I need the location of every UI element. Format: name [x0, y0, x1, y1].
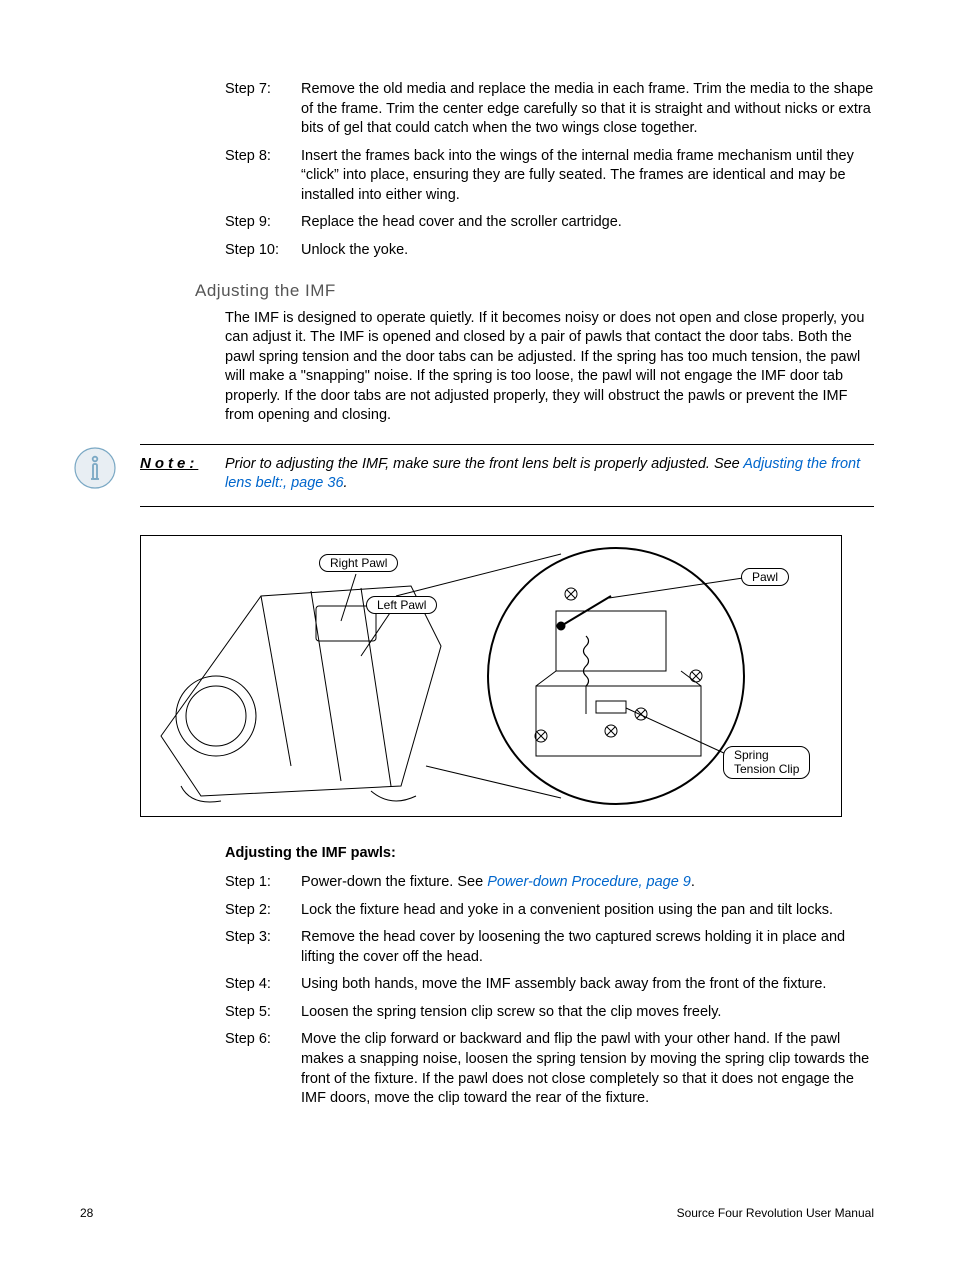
note-text: Prior to adjusting the IMF, make sure th…	[225, 455, 874, 494]
body-paragraph: The IMF is designed to operate quietly. …	[225, 309, 874, 426]
callout-left-pawl: Left Pawl	[366, 596, 437, 614]
callout-spring-tension: Spring Tension Clip	[723, 746, 810, 779]
step-text: Power-down the fixture. See Power-down P…	[301, 873, 874, 893]
step-row: Step 7: Remove the old media and replace…	[225, 80, 874, 139]
note-text-before: Prior to adjusting the IMF, make sure th…	[225, 456, 743, 472]
step-label: Step 10:	[225, 241, 301, 261]
step-text: Move the clip forward or backward and fl…	[301, 1030, 874, 1108]
sub-heading: Adjusting the IMF pawls:	[225, 845, 874, 861]
step-row: Step 3: Remove the head cover by looseni…	[225, 928, 874, 967]
note-label: Note:	[140, 455, 225, 494]
step-label: Step 4:	[225, 975, 301, 995]
step-row: Step 6: Move the clip forward or backwar…	[225, 1030, 874, 1108]
step-text: Insert the frames back into the wings of…	[301, 147, 874, 206]
step-text: Remove the head cover by loosening the t…	[301, 928, 874, 967]
step-text: Unlock the yoke.	[301, 241, 874, 261]
step-label: Step 2:	[225, 901, 301, 921]
steps-bottom: Step 1: Power-down the fixture. See Powe…	[225, 873, 874, 1109]
step-label: Step 9:	[225, 213, 301, 233]
page-number: 28	[80, 1206, 93, 1220]
step-row: Step 4: Using both hands, move the IMF a…	[225, 975, 874, 995]
step-row: Step 9: Replace the head cover and the s…	[225, 213, 874, 233]
step-text: Lock the fixture head and yoke in a conv…	[301, 901, 874, 921]
steps-top: Step 7: Remove the old media and replace…	[225, 80, 874, 261]
step-label: Step 8:	[225, 147, 301, 206]
step-row: Step 1: Power-down the fixture. See Powe…	[225, 873, 874, 893]
callout-right-pawl: Right Pawl	[319, 554, 398, 572]
step-row: Step 5: Loosen the spring tension clip s…	[225, 1003, 874, 1023]
note-block: Note: Prior to adjusting the IMF, make s…	[140, 444, 874, 507]
callout-pawl: Pawl	[741, 568, 789, 586]
step-label: Step 5:	[225, 1003, 301, 1023]
doc-title: Source Four Revolution User Manual	[677, 1206, 874, 1220]
step-text: Loosen the spring tension clip screw so …	[301, 1003, 874, 1023]
step-row: Step 2: Lock the fixture head and yoke i…	[225, 901, 874, 921]
info-icon	[74, 447, 116, 489]
step-row: Step 8: Insert the frames back into the …	[225, 147, 874, 206]
step-row: Step 10: Unlock the yoke.	[225, 241, 874, 261]
page: Step 7: Remove the old media and replace…	[0, 0, 954, 1270]
step-text: Remove the old media and replace the med…	[301, 80, 874, 139]
note-text-after: .	[344, 475, 348, 491]
step-label: Step 1:	[225, 873, 301, 893]
step-label: Step 7:	[225, 80, 301, 139]
step-label: Step 6:	[225, 1030, 301, 1108]
step-text-before: Power-down the fixture. See	[301, 874, 487, 890]
step-text: Replace the head cover and the scroller …	[301, 213, 874, 233]
step-label: Step 3:	[225, 928, 301, 967]
section-heading: Adjusting the IMF	[195, 281, 874, 301]
step-text: Using both hands, move the IMF assembly …	[301, 975, 874, 995]
footer: 28 Source Four Revolution User Manual	[80, 1206, 874, 1220]
step-link[interactable]: Power-down Procedure, page 9	[487, 874, 691, 890]
figure: Right Pawl Left Pawl Pawl Spring Tension…	[140, 535, 842, 817]
step-text-after: .	[691, 874, 695, 890]
